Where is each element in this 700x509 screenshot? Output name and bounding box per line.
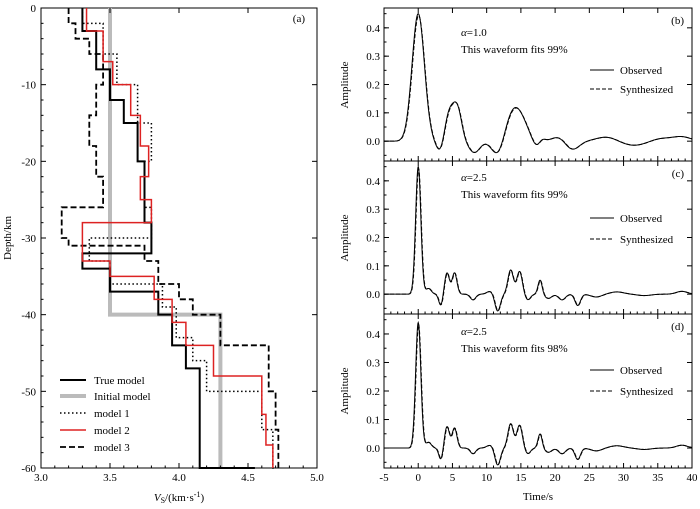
xtick-label: -5 [379,472,389,484]
panel-a-ylabel: Depth/km [2,216,14,260]
panel-b-legend-synth: Synthesized [620,84,674,96]
ytick-label: 0.0 [366,136,380,148]
alpha-symbol: α [461,326,467,338]
xtick-label: 20 [550,472,562,484]
panel-d-legend-synth: Synthesized [620,386,674,398]
legend-label-model-2: model 2 [94,425,130,437]
ytick-label: 0.2 [366,80,380,92]
ytick-label: 0.3 [366,204,380,216]
xtick-label: 10 [481,472,493,484]
panel-b-alpha: α=1.0 [461,27,487,39]
alpha-symbol: α [461,27,467,39]
panel-b-fit-text: This waveform fits 99% [461,44,568,56]
panel-c-fit-text: This waveform fits 99% [461,189,568,201]
panel-d-ylabel: Amplitude [339,367,351,414]
series-model-3 [60,8,280,468]
panel-a-ytick-label: -30 [21,233,36,245]
series-synthesized [383,15,693,153]
panel-b-alpha-value: =1.0 [467,27,487,39]
panel-b-legend-observed: Observed [620,65,663,77]
panel-b-label: (b) [671,15,684,27]
xtick-label: 40 [687,472,699,484]
xlabel-sup: -1 [194,490,201,499]
panel-a-xtick-label: 3.5 [103,472,117,484]
panel-c-label: (c) [672,168,685,180]
xlabel-unit: /(km·s [165,492,194,504]
xlabel-close: ) [200,492,204,504]
ytick-label: 0.4 [366,329,380,341]
legend-label-model-3: model 3 [94,442,130,454]
ytick-label: 0.1 [366,415,380,427]
legend-label-model-1: model 1 [94,408,130,420]
panel-a-xtick-label: 4.5 [241,472,255,484]
panel-c-legend-synth: Synthesized [620,234,674,246]
ytick-label: 0.4 [366,23,380,35]
panel-a-ytick-label: -10 [21,80,36,92]
panel-b-ylabel: Amplitude [339,61,351,108]
ytick-label: 0.2 [366,233,380,245]
panel-d-xlabel: Time/s [523,491,553,503]
panel-a-ytick-label: -60 [21,463,36,475]
ytick-label: 0.2 [366,386,380,398]
xlabel-v: V [154,492,162,504]
ytick-label: 0.0 [366,443,380,455]
panel-a-ytick-label: -20 [21,156,36,168]
panel-a-ytick-label: 0 [31,3,37,15]
panel-c-legend-observed: Observed [620,213,663,225]
ytick-label: 0.4 [366,176,380,188]
panel-a-legend: True model Initial model model 1 model 2… [60,375,151,454]
panel-a-xtick-label: 3.0 [34,472,48,484]
xtick-label: 35 [652,472,664,484]
waveform-panel-b: 0.0 0.1 0.2 0.3 0.4 (b) α=1.0 This waveform … [339,7,693,162]
panel-d-label: (d) [671,321,684,333]
xlabel-sub: S [161,496,165,505]
xtick-label: 15 [515,472,527,484]
xtick-label: 0 [415,472,421,484]
waveform-panel-c: 0.0 0.1 0.2 0.3 0.4 (c) α=2.5 This waveform … [339,160,693,315]
xtick-label: 25 [584,472,596,484]
panel-d-legend-observed: Observed [620,365,663,377]
panel-d-fit-text: This waveform fits 98% [461,343,568,355]
legend-label-initial-model: Initial model [94,391,151,403]
series-true-model [81,8,255,469]
panel-d-alpha: α=2.5 [461,326,487,338]
ytick-label: 0.1 [366,261,380,273]
ytick-label: 0.3 [366,357,380,369]
panel-c-alpha: α=2.5 [461,172,487,184]
panel-d-alpha-value: =2.5 [467,326,487,338]
xtick-label: 30 [618,472,630,484]
panel-a-xlabel: VS/(km·s-1) [154,490,205,505]
panel-a-xtick-label: 5.0 [310,472,324,484]
panel-c-ylabel: Amplitude [339,214,351,261]
xtick-label: 5 [450,472,456,484]
velocity-model-panel: 3.0 3.5 4.0 4.5 5.0 0 -10 -20 -30 -40 -50 -60 (a) D… [2,3,324,505]
legend-label-true-model: True model [94,375,145,387]
series-model-2 [81,8,274,468]
ytick-label: 0.1 [366,108,380,120]
panel-a-ytick-label: -40 [21,310,36,322]
panel-a-label: (a) [293,13,306,25]
alpha-symbol: α [461,172,467,184]
ytick-label: 0.0 [366,289,380,301]
panel-a-ytick-label: -50 [21,386,36,398]
waveform-panel-d: -5 0 5 10 15 20 25 30 35 40 0.0 0.1 0.2 0.3 0.4 (d) α=… [339,313,699,503]
panel-a-xtick-label: 4.0 [172,472,186,484]
ytick-label: 0.3 [366,51,380,63]
series-synthesized [384,167,693,312]
panel-c-alpha-value: =2.5 [467,172,487,184]
